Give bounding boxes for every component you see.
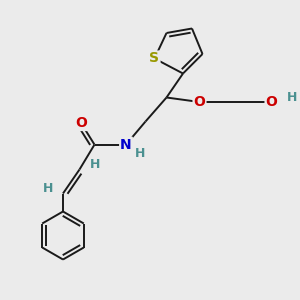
Text: O: O: [75, 116, 87, 130]
Text: H: H: [90, 158, 100, 171]
Text: H: H: [286, 91, 297, 104]
Text: H: H: [135, 147, 146, 160]
Text: N: N: [120, 138, 132, 152]
Text: S: S: [149, 52, 160, 65]
Text: H: H: [43, 182, 53, 195]
Text: O: O: [266, 95, 278, 109]
Text: O: O: [194, 95, 206, 109]
